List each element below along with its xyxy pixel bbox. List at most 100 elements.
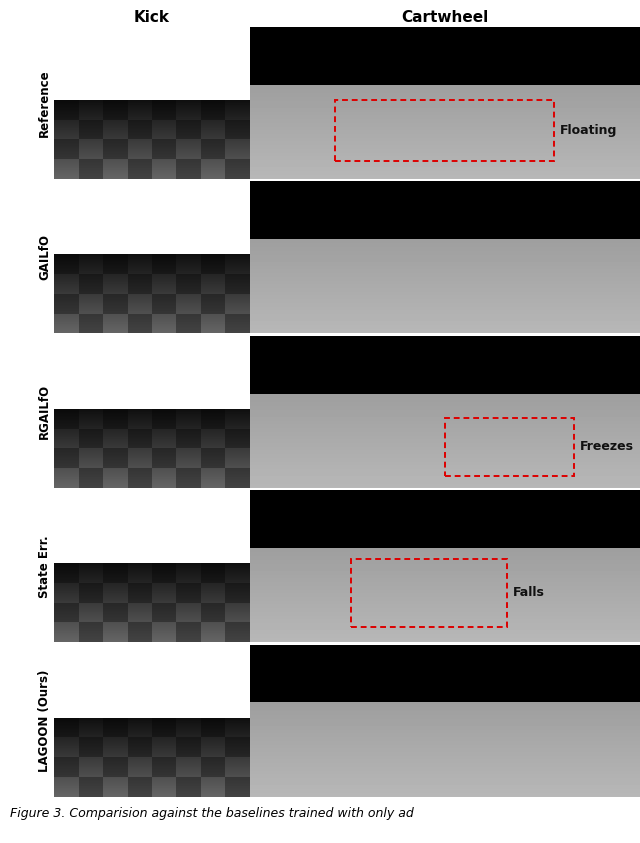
Bar [127,274,152,294]
Bar [445,418,573,475]
Bar [127,757,152,777]
Bar [351,559,508,627]
Bar [127,139,152,159]
Bar [103,563,127,583]
Bar [225,622,250,642]
Bar [103,274,127,294]
Text: Reference: Reference [38,69,51,137]
Bar [127,294,152,314]
Bar [225,717,250,738]
Bar [201,777,225,797]
Bar [103,314,127,333]
Bar [103,757,127,777]
Bar [79,622,103,642]
Bar [225,563,250,583]
Bar [225,294,250,314]
Bar [54,448,79,468]
Bar [54,738,79,757]
Bar [177,757,201,777]
Bar [54,409,79,428]
Text: State Err.: State Err. [38,535,51,598]
Bar [201,583,225,603]
Bar [103,622,127,642]
Bar [79,583,103,603]
Bar [201,120,225,139]
Bar [103,717,127,738]
Bar [54,777,79,797]
Bar [335,99,554,161]
Bar [79,294,103,314]
Bar [177,274,201,294]
Bar [201,255,225,274]
Bar [127,99,152,120]
Bar [54,603,79,622]
Bar [54,757,79,777]
Bar [54,99,79,120]
Bar [79,563,103,583]
Bar [152,717,177,738]
Bar [152,448,177,468]
Bar [225,738,250,757]
Text: RGAILfO: RGAILfO [38,384,51,439]
Bar [79,159,103,179]
Bar [201,603,225,622]
Bar [177,99,201,120]
Bar [177,120,201,139]
Bar [54,717,79,738]
Bar [177,428,201,448]
Bar [177,468,201,488]
Bar [225,255,250,274]
Bar [103,777,127,797]
Bar [152,622,177,642]
Bar [79,255,103,274]
Bar [225,448,250,468]
Bar [79,139,103,159]
Bar [79,448,103,468]
Bar [127,120,152,139]
Bar [79,717,103,738]
Bar [79,428,103,448]
Bar [250,27,640,84]
Bar [201,99,225,120]
Bar [152,255,177,274]
Bar [54,274,79,294]
Bar [225,139,250,159]
Text: Freezes: Freezes [579,440,634,454]
Bar [225,468,250,488]
Bar [201,274,225,294]
Bar [177,622,201,642]
Bar [103,139,127,159]
Bar [103,603,127,622]
Bar [127,314,152,333]
Bar [201,448,225,468]
Bar [177,717,201,738]
Bar [225,159,250,179]
Bar [177,139,201,159]
Bar [103,120,127,139]
Bar [225,428,250,448]
Bar [201,294,225,314]
Bar [127,563,152,583]
Bar [152,139,177,159]
Bar [177,255,201,274]
Bar [225,757,250,777]
Bar [201,314,225,333]
Bar [250,645,640,702]
Bar [177,159,201,179]
Bar [103,583,127,603]
Bar [127,255,152,274]
Bar [127,717,152,738]
Bar [250,181,640,239]
Bar [177,409,201,428]
Bar [225,314,250,333]
Bar [54,139,79,159]
Bar [152,314,177,333]
Bar [201,409,225,428]
Bar [103,428,127,448]
Bar [79,777,103,797]
Text: LAGOON (Ours): LAGOON (Ours) [38,669,51,772]
Bar [177,603,201,622]
Bar [250,336,640,394]
Bar [79,120,103,139]
Bar [127,159,152,179]
